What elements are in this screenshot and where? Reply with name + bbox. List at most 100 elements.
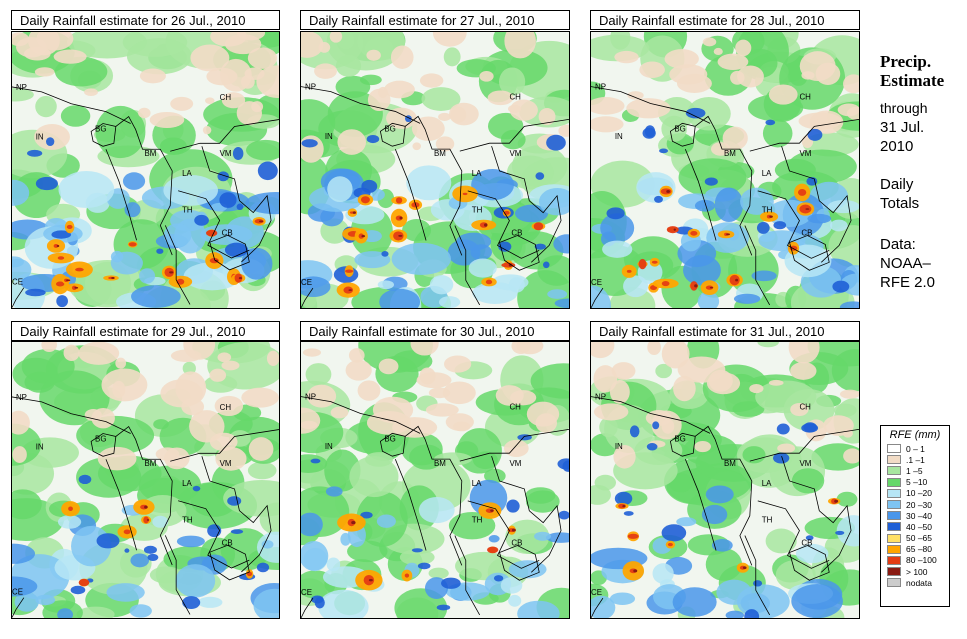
rain-cell [210,32,247,47]
country-label-ch: CH [220,93,232,102]
country-label-th: TH [472,206,483,215]
rain-cell [626,98,671,119]
rain-cell [776,423,790,435]
rain-cell [149,111,185,128]
country-label-bg: BG [95,434,106,443]
panel-title-5: Daily Rainfall estimate for 30 Jul., 201… [300,321,570,341]
rain-cell [232,146,244,161]
rain-cell [445,413,474,431]
rfe-legend: RFE (mm) 0 – 1.1 –1 1 –5 5 –10 10 –20 20 –30… [880,425,950,607]
legend-label: .1 –1 [906,454,925,465]
country-label-bm: BM [434,459,446,468]
country-label-ch: CH [509,93,521,102]
rain-cell [652,537,672,554]
rain-cell [661,342,690,369]
rain-cell [352,211,356,214]
rain-cell [238,276,243,280]
rain-cell [661,418,675,434]
rain-cell [634,436,683,466]
rain-cell [402,219,432,242]
rain-cell [66,224,73,230]
rain-cell [627,533,639,539]
rain-cell [345,359,372,381]
daily-line-2: Totals [880,195,920,212]
border-line [301,86,421,124]
rain-cell [75,267,84,272]
legend-swatch [887,477,901,487]
rain-cell [442,381,476,405]
rain-cell [14,592,39,612]
rain-cell [591,484,611,505]
rain-cell [443,47,461,67]
rain-cell [124,548,130,553]
rain-cell [390,45,414,69]
rain-cell [391,242,451,276]
country-label-la: LA [762,169,772,178]
rain-cell [706,372,741,395]
rain-cell [12,32,30,47]
daily-totals-text: Daily Totals [880,175,919,213]
rain-cell [444,355,472,373]
rain-cell [416,372,452,389]
border-line [591,597,604,618]
rain-cell [219,192,237,208]
data-line-1: Data: [880,236,916,253]
rain-cell [722,126,748,150]
rain-cell [553,234,569,254]
country-label-la: LA [472,479,482,488]
country-label-np: NP [16,83,27,92]
rain-cell [795,543,829,564]
border-line [201,146,272,263]
rain-cell [694,440,712,453]
rain-cell [509,99,538,121]
rain-cell [53,49,87,64]
rain-cell [78,342,120,365]
rain-cell [525,487,556,504]
border-line [12,86,131,124]
rain-cell [41,342,57,353]
rain-cell [28,32,60,56]
rain-cell [805,535,814,541]
border-line [201,456,272,573]
rain-cell [666,226,679,234]
border-line [757,190,830,259]
country-label-vm: VM [220,459,232,468]
through-text: through 31 Jul. 2010 [880,99,927,156]
panel-title-6: Daily Rainfall estimate for 31 Jul., 201… [590,321,860,341]
rain-cell [234,273,243,283]
rain-cell [661,280,670,287]
country-label-cb: CB [801,539,812,548]
country-label-cb: CB [222,228,233,237]
rain-cell [124,202,141,218]
rain-cell [609,380,630,404]
precip-estimate-heading: Precip. Estimate [880,52,944,90]
rain-cell [639,61,665,78]
border-line [491,146,562,263]
rain-cell [737,65,764,88]
rain-cell [84,88,98,97]
rain-cell [558,510,569,520]
rain-cell [209,257,219,264]
rain-cell [659,148,669,154]
rain-cell [379,288,421,308]
rain-cell [326,32,406,71]
rain-cell [34,67,55,77]
country-label-np: NP [595,83,606,92]
rain-cell [138,465,201,504]
country-label-bm: BM [145,149,157,158]
border-line [459,118,569,152]
rain-cell [345,269,354,273]
rain-cell [51,230,72,239]
rain-cell [830,219,848,232]
legend-item: 30 –40 [881,510,949,521]
rain-cell [669,64,708,85]
border-line [105,459,137,551]
rain-cell [591,285,612,308]
country-label-bg: BG [95,124,106,133]
border-line [105,149,137,241]
rain-cell [349,456,399,498]
rain-cell [614,50,639,64]
rain-cell [360,196,370,204]
rainfall-map-26-jul: NP IN BG BM CH VM LA TH CB CE [11,31,280,309]
rain-cell [183,262,241,291]
